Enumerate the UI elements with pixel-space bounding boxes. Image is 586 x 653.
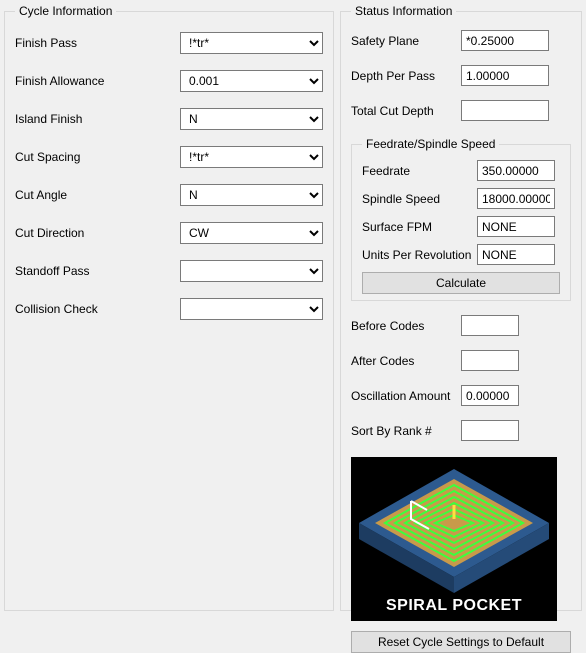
standoff-pass-combo[interactable] xyxy=(180,260,323,282)
calculate-button[interactable]: Calculate xyxy=(362,272,560,294)
surface-fpm-input[interactable] xyxy=(477,216,555,237)
spindle-speed-input[interactable] xyxy=(477,188,555,209)
cycle-information-legend: Cycle Information xyxy=(15,4,116,18)
cut-spacing-label: Cut Spacing xyxy=(15,150,180,164)
finish-allowance-label: Finish Allowance xyxy=(15,74,180,88)
before-codes-input[interactable] xyxy=(461,315,519,336)
depth-per-pass-input[interactable] xyxy=(461,65,549,86)
spindle-speed-label: Spindle Speed xyxy=(362,192,477,206)
safety-plane-input[interactable] xyxy=(461,30,549,51)
finish-pass-combo[interactable]: !*tr* xyxy=(180,32,323,54)
cut-angle-label: Cut Angle xyxy=(15,188,180,202)
surface-fpm-label: Surface FPM xyxy=(362,220,477,234)
sort-by-rank-input[interactable] xyxy=(461,420,519,441)
collision-check-label: Collision Check xyxy=(15,302,180,316)
sort-by-rank-label: Sort By Rank # xyxy=(351,424,461,438)
cycle-preview-caption: SPIRAL POCKET xyxy=(351,597,557,615)
oscillation-amount-label: Oscillation Amount xyxy=(351,389,461,403)
reset-cycle-button[interactable]: Reset Cycle Settings to Default xyxy=(351,631,571,653)
cut-direction-label: Cut Direction xyxy=(15,226,180,240)
feedrate-spindle-legend: Feedrate/Spindle Speed xyxy=(362,137,499,151)
total-cut-depth-input[interactable] xyxy=(461,100,549,121)
island-finish-combo[interactable]: N xyxy=(180,108,323,130)
cut-angle-combo[interactable]: N xyxy=(180,184,323,206)
cycle-preview-image: SPIRAL POCKET xyxy=(351,457,557,621)
total-cut-depth-label: Total Cut Depth xyxy=(351,104,461,118)
before-codes-label: Before Codes xyxy=(351,319,461,333)
after-codes-label: After Codes xyxy=(351,354,461,368)
standoff-pass-label: Standoff Pass xyxy=(15,264,180,278)
feedrate-input[interactable] xyxy=(477,160,555,181)
finish-allowance-combo[interactable]: 0.001 xyxy=(180,70,323,92)
units-per-rev-input[interactable] xyxy=(477,244,555,265)
safety-plane-label: Safety Plane xyxy=(351,34,461,48)
finish-pass-label: Finish Pass xyxy=(15,36,180,50)
feedrate-spindle-group: Feedrate/Spindle Speed Feedrate Spindle … xyxy=(351,137,571,301)
island-finish-label: Island Finish xyxy=(15,112,180,126)
collision-check-combo[interactable] xyxy=(180,298,323,320)
units-per-rev-label: Units Per Revolution xyxy=(362,248,477,262)
depth-per-pass-label: Depth Per Pass xyxy=(351,69,461,83)
cycle-information-group: Cycle Information Finish Pass !*tr* Fini… xyxy=(4,4,334,611)
status-information-group: Status Information Safety Plane Depth Pe… xyxy=(340,4,582,611)
cut-direction-combo[interactable]: CW xyxy=(180,222,323,244)
cut-spacing-combo[interactable]: !*tr* xyxy=(180,146,323,168)
feedrate-label: Feedrate xyxy=(362,164,477,178)
status-information-legend: Status Information xyxy=(351,4,456,18)
oscillation-amount-input[interactable] xyxy=(461,385,519,406)
after-codes-input[interactable] xyxy=(461,350,519,371)
